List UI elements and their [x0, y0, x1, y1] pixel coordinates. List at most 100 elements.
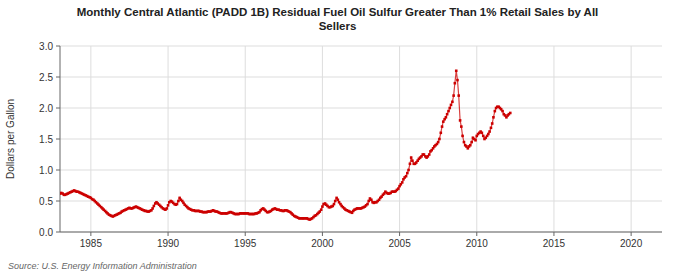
tick-label-x: 2020 [620, 238, 643, 249]
point [456, 79, 459, 82]
tick-label-x: 2010 [466, 238, 489, 249]
point [452, 94, 455, 97]
point [457, 94, 460, 97]
point [491, 122, 494, 125]
point [460, 125, 463, 128]
point [451, 101, 454, 104]
point [509, 112, 512, 115]
annotation: Source: U.S. Energy Information Administ… [8, 261, 197, 271]
point [445, 116, 448, 119]
tick-label-y: 0.5 [39, 196, 53, 207]
point [481, 132, 484, 135]
point [440, 132, 443, 135]
tick-label-x: 2015 [543, 238, 566, 249]
tick-x [553, 232, 554, 236]
chart: Monthly Central Atlantic (PADD 1B) Resid… [0, 0, 675, 275]
point [167, 204, 170, 207]
point [410, 156, 413, 159]
tick-label-x: 2005 [388, 238, 411, 249]
point [438, 138, 441, 141]
tick-x [322, 232, 323, 236]
grid [60, 46, 662, 232]
tick-label-y: 1.5 [39, 134, 53, 145]
point [409, 163, 412, 166]
grid-line-x [553, 46, 554, 232]
point [406, 172, 409, 175]
grid-line-x [399, 46, 400, 232]
point [397, 187, 400, 190]
tick-y [56, 77, 60, 78]
point [405, 175, 408, 178]
grid-line-y [60, 77, 662, 78]
title: Monthly Central Atlantic (PADD 1B) Resid… [77, 6, 599, 32]
point [470, 141, 473, 144]
tick-y [56, 108, 60, 109]
grid-line-x [245, 46, 246, 232]
point [442, 120, 445, 123]
point [320, 208, 323, 211]
line [60, 71, 510, 220]
point [455, 70, 458, 73]
tick-label-y: 2.0 [39, 103, 53, 114]
point [367, 200, 370, 203]
tick-x [399, 232, 400, 236]
tick-label-x: 1985 [80, 238, 103, 249]
point [411, 159, 414, 162]
point [463, 141, 466, 144]
tick-x [168, 232, 169, 236]
point [337, 198, 340, 201]
grid-line-x [631, 46, 632, 232]
grid-line-y [60, 46, 662, 47]
point [454, 82, 457, 85]
tick-y [56, 46, 60, 47]
grid-line-y [60, 232, 662, 233]
point [370, 198, 373, 201]
point [482, 135, 485, 138]
tick-x [90, 232, 91, 236]
title-line: Sellers [319, 20, 357, 32]
grid-line-y [60, 108, 662, 109]
point [333, 203, 336, 206]
tick-x [245, 232, 246, 236]
point [461, 135, 464, 138]
point [151, 207, 154, 210]
point [428, 153, 431, 156]
grid-line-y [60, 139, 662, 140]
point [487, 133, 490, 136]
tick-label-x: 1990 [157, 238, 180, 249]
point [469, 144, 472, 147]
point [437, 141, 440, 144]
point [474, 139, 477, 142]
point [494, 110, 497, 113]
tick-y [56, 170, 60, 171]
grid-line-x [90, 46, 91, 232]
point [490, 127, 493, 130]
point [176, 203, 179, 206]
grid-line-x [168, 46, 169, 232]
point [334, 200, 337, 203]
grid-line-y [60, 170, 662, 171]
tick-label-x: 2000 [311, 238, 334, 249]
point [441, 125, 444, 128]
y-axis-label: Dollars per Gallon [5, 99, 16, 179]
tick-label-y: 1.0 [39, 165, 53, 176]
grid-line-y [60, 201, 662, 202]
tick-x [631, 232, 632, 236]
point [447, 110, 450, 113]
y-axis-line [60, 46, 61, 232]
point [401, 181, 404, 184]
point [446, 113, 449, 116]
point [407, 169, 410, 172]
tick-y [56, 232, 60, 233]
point [501, 110, 504, 113]
tick-label-y: 0.0 [39, 227, 53, 238]
point [366, 203, 369, 206]
tick-x [476, 232, 477, 236]
point [166, 207, 169, 210]
x-axis-line [60, 232, 662, 233]
point [448, 107, 451, 110]
point [488, 130, 491, 133]
title-line: Monthly Central Atlantic (PADD 1B) Resid… [77, 6, 599, 18]
plot-area [60, 70, 512, 221]
tick-y [56, 139, 60, 140]
